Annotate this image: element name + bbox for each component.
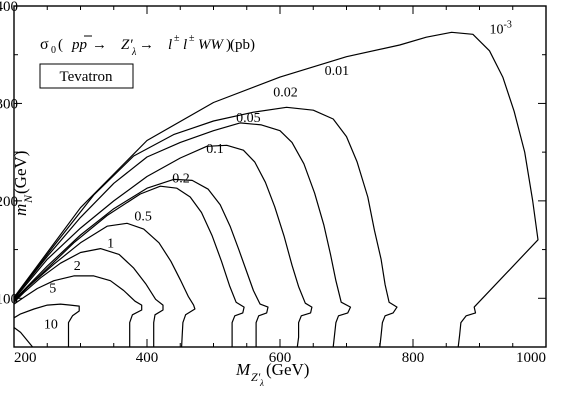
contour-line-1 [13, 303, 80, 347]
xlabel-M: M [235, 360, 251, 379]
contour-line-0 [13, 327, 34, 348]
title-sigma: σ [40, 36, 49, 53]
title-l2: l [183, 37, 187, 53]
title-open: ( [58, 37, 63, 53]
y-tick-label: 400 [0, 0, 18, 15]
axis-ticks [13, 5, 547, 348]
title-Z: Z′ [121, 37, 133, 53]
collider-box [39, 63, 134, 89]
contour-label-8: 0.02 [273, 86, 298, 101]
x-tick-label: 1000 [516, 350, 546, 366]
ylabel-sub: N [21, 194, 35, 204]
contour-line-4 [13, 222, 196, 348]
title-sigma-sub: 0 [51, 45, 56, 56]
chart-title: σ 0 ( pp → Z′ λ → l ± l ± WW ) (pb) [40, 33, 255, 58]
contour-line-7 [13, 144, 313, 348]
x-tick-label: 200 [14, 350, 37, 366]
title-l1: l [168, 37, 172, 53]
title-close: ) [226, 37, 231, 53]
contour-label-5: 0.2 [172, 171, 190, 186]
contour-line-2 [13, 275, 143, 347]
contour-line-6 [13, 178, 269, 347]
title-Z-sub: λ [131, 47, 137, 58]
contour-label-7: 0.05 [236, 111, 261, 126]
contour-line-5 [13, 185, 245, 347]
y-tick-label: 100 [0, 291, 18, 307]
contour-label-1: 5 [49, 281, 56, 296]
contour-line-8 [13, 122, 352, 348]
ylabel-unit: (GeV) [11, 151, 30, 194]
contour-label-9: 0.01 [325, 64, 350, 79]
contour-line-10 [13, 31, 539, 348]
title-pm1: ± [174, 33, 180, 44]
contour-line-3 [13, 248, 164, 347]
contour-label-4: 0.5 [134, 209, 152, 224]
x-tick-label: 400 [136, 350, 159, 366]
contour-line-9 [13, 106, 398, 348]
title-arrow1: → [92, 37, 107, 53]
title-pp: pp [71, 37, 88, 53]
y-axis-label: m N (GeV) [11, 151, 35, 216]
collider-label: Tevatron [59, 69, 113, 85]
x-tick-label: 800 [402, 350, 425, 366]
title-unit: (pb) [230, 37, 255, 53]
x-tick-label: 600 [269, 350, 292, 366]
xlabel-Z-sub: Z′ [251, 370, 261, 384]
x-axis-label: M Z′ λ (GeV) [235, 360, 309, 388]
xlabel-lambda-sub: λ [259, 378, 264, 388]
contour-lines [13, 31, 539, 348]
contour-label-2: 2 [74, 259, 81, 274]
xlabel-unit: (GeV) [266, 360, 309, 379]
title-arrow2: → [139, 37, 154, 53]
y-tick-label: 300 [0, 96, 18, 112]
title-WW: WW [198, 37, 224, 53]
contour-label-0: 10 [44, 318, 58, 333]
ylabel-m: m [11, 204, 30, 216]
title-pm2: ± [189, 33, 195, 44]
axis-tick-labels: 2004006008001000100200300400 [0, 0, 546, 366]
contour-label-3: 1 [107, 237, 114, 252]
y-tick-label: 200 [0, 194, 18, 210]
contour-label-6: 0.1 [206, 142, 224, 157]
